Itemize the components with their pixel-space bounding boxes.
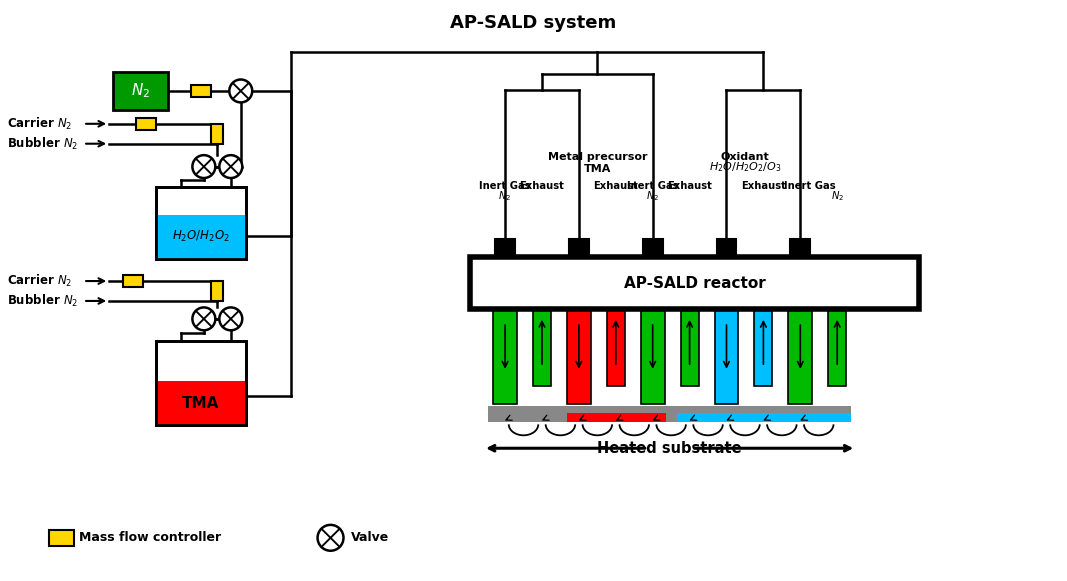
- Text: $N_2$: $N_2$: [131, 81, 150, 101]
- Circle shape: [229, 80, 252, 102]
- FancyBboxPatch shape: [789, 311, 812, 404]
- FancyBboxPatch shape: [828, 311, 846, 386]
- FancyBboxPatch shape: [211, 124, 223, 144]
- FancyBboxPatch shape: [676, 413, 851, 422]
- FancyBboxPatch shape: [534, 311, 551, 386]
- FancyBboxPatch shape: [156, 188, 245, 259]
- Text: Inert Gas: Inert Gas: [784, 181, 837, 192]
- FancyBboxPatch shape: [642, 239, 663, 257]
- FancyBboxPatch shape: [681, 311, 699, 386]
- FancyBboxPatch shape: [493, 311, 517, 404]
- FancyBboxPatch shape: [471, 257, 919, 309]
- Text: Oxidant: Oxidant: [720, 152, 769, 162]
- Text: $N_2$: $N_2$: [830, 189, 844, 203]
- Text: Inert Gas: Inert Gas: [479, 181, 531, 192]
- FancyBboxPatch shape: [156, 215, 245, 259]
- Circle shape: [192, 307, 216, 331]
- Circle shape: [318, 525, 344, 551]
- FancyBboxPatch shape: [191, 85, 211, 97]
- Text: Carrier $N_2$: Carrier $N_2$: [7, 273, 73, 289]
- FancyBboxPatch shape: [567, 311, 591, 404]
- FancyBboxPatch shape: [569, 239, 589, 257]
- FancyBboxPatch shape: [49, 530, 74, 546]
- Text: Metal precursor: Metal precursor: [547, 152, 647, 162]
- Text: AP-SALD reactor: AP-SALD reactor: [624, 275, 765, 290]
- FancyBboxPatch shape: [567, 413, 666, 422]
- FancyBboxPatch shape: [715, 311, 738, 404]
- Text: Bubbler $N_2$: Bubbler $N_2$: [7, 135, 79, 152]
- Text: Carrier $N_2$: Carrier $N_2$: [7, 116, 73, 132]
- Text: Heated substrate: Heated substrate: [598, 441, 742, 456]
- Text: Exhaust: Exhaust: [520, 181, 564, 192]
- Text: Valve: Valve: [350, 531, 388, 544]
- FancyBboxPatch shape: [211, 281, 223, 301]
- FancyBboxPatch shape: [640, 311, 665, 404]
- FancyBboxPatch shape: [791, 239, 810, 257]
- FancyBboxPatch shape: [495, 239, 515, 257]
- Text: Mass flow controller: Mass flow controller: [79, 531, 221, 544]
- FancyBboxPatch shape: [754, 311, 773, 386]
- Text: $H_2O/H_2O_2/O_3$: $H_2O/H_2O_2/O_3$: [708, 160, 781, 174]
- FancyBboxPatch shape: [156, 381, 245, 425]
- FancyBboxPatch shape: [717, 239, 736, 257]
- FancyBboxPatch shape: [136, 118, 156, 130]
- Text: TMA: TMA: [584, 164, 611, 174]
- Circle shape: [220, 155, 242, 178]
- FancyBboxPatch shape: [156, 341, 245, 425]
- Circle shape: [220, 307, 242, 331]
- Text: $N_2$: $N_2$: [498, 189, 512, 203]
- FancyBboxPatch shape: [488, 407, 851, 422]
- FancyBboxPatch shape: [113, 72, 168, 110]
- Circle shape: [192, 155, 216, 178]
- Text: Bubbler $N_2$: Bubbler $N_2$: [7, 293, 79, 309]
- Text: $N_2$: $N_2$: [647, 189, 659, 203]
- FancyBboxPatch shape: [123, 275, 143, 287]
- FancyBboxPatch shape: [607, 311, 625, 386]
- Text: Exhaust: Exhaust: [593, 181, 638, 192]
- Text: Exhaust: Exhaust: [740, 181, 785, 192]
- Text: $H_2O/H_2O_2$: $H_2O/H_2O_2$: [172, 229, 229, 245]
- Text: Exhaust: Exhaust: [667, 181, 712, 192]
- Text: TMA: TMA: [182, 396, 220, 411]
- Text: AP-SALD system: AP-SALD system: [450, 15, 616, 33]
- Text: Inert Gas: Inert Gas: [627, 181, 679, 192]
